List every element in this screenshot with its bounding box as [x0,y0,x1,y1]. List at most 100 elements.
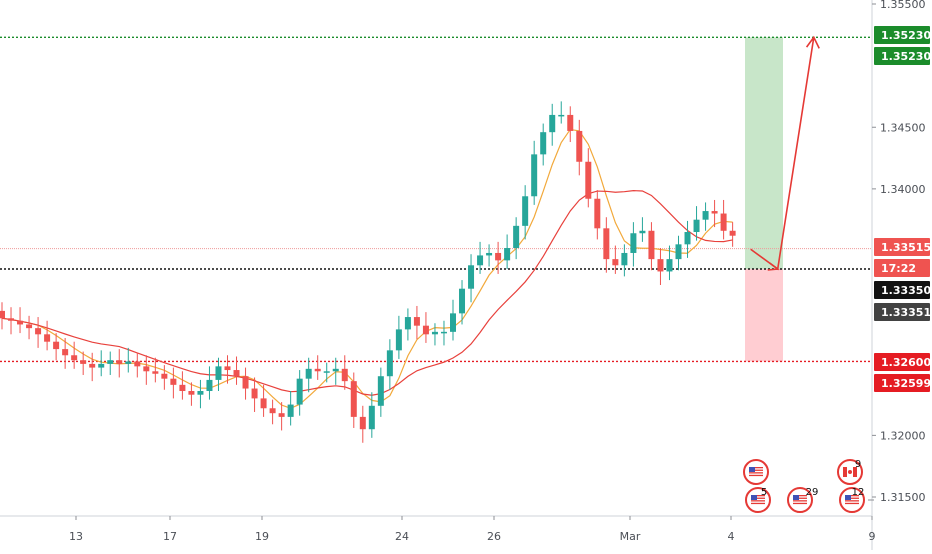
candle-body [395,329,402,351]
time-tick-label: 17 [163,530,177,543]
candle [323,362,330,383]
us-flag-stripe [751,502,765,505]
candle [450,299,456,341]
candle-body [224,366,231,371]
us-flag-stripe [751,500,765,502]
us-event-count: 5 [761,487,767,498]
flag-ring [787,487,813,513]
maple-leaf-icon [848,470,852,474]
target-price-label-alt: 1.35230 [874,47,931,65]
candle-body [152,371,159,374]
candle [359,405,366,443]
us-event-flag-icon[interactable] [743,459,769,485]
candle [26,315,33,340]
candle-body [305,368,312,379]
candle [332,357,339,385]
candle-body [702,211,709,220]
candle [125,347,132,373]
candle-body [594,198,601,229]
candle [107,351,114,375]
candle [0,302,5,330]
candle [431,323,438,346]
candle [305,357,312,393]
candle-body [431,331,438,335]
candle-body [486,252,493,256]
flag-ring [839,487,865,513]
candle [134,352,141,378]
candle-body [332,368,339,372]
candle [287,391,294,426]
candle [296,370,303,416]
candle-body [44,334,51,342]
candle-body [107,360,114,364]
candle [377,367,384,417]
candle [585,148,592,208]
candle-body [71,355,78,361]
target-price-label-text: 1.35230 [881,29,931,42]
candle [197,379,204,409]
candle [8,307,15,335]
us-flag-canton [845,495,851,500]
candle-body [522,196,529,226]
candle [260,384,267,417]
candle-body [134,361,141,367]
us-event-flag-icon[interactable] [839,487,865,513]
us-event-flag-icon[interactable] [787,487,813,513]
time-tick-label: 4 [728,530,735,543]
us-event-flag-icon[interactable] [745,487,771,513]
candle-body [720,213,727,231]
moving-averages [1,128,733,409]
candle [233,356,240,385]
target-price-label-alt-text: 1.35230 [881,50,931,63]
us-flag-stripe [751,495,765,497]
us-flag-stripe [793,502,807,505]
candle-body [558,114,565,117]
countdown-label-text: 17:22 [881,262,916,275]
candle-body [35,328,42,335]
candle [170,367,177,399]
candle-body [549,114,556,133]
target-price-label: 1.35230 [874,26,931,44]
entry-price-label: 1.33350 [874,281,931,299]
stop-price-label-text: 1.32600 [881,356,931,369]
candle [603,217,610,273]
candle-body [711,211,718,214]
candle [621,244,628,277]
candle-body [468,265,475,289]
candle [495,241,502,274]
candle-body [576,130,583,162]
candle [179,371,186,400]
candle [468,254,475,303]
entry-price-label-alt: 1.33351 [874,303,931,321]
candle [729,222,736,247]
candle-body [188,391,195,395]
candle-body [215,366,222,380]
candle-body [377,376,384,406]
candle [44,320,51,351]
candle [567,106,574,143]
time-tick-label: 26 [487,530,501,543]
candle-body [179,384,186,392]
candle [639,217,646,242]
candle-body [17,320,24,325]
candle [62,338,69,369]
us-event-count: 12 [852,487,865,498]
candle-body [26,324,33,329]
canada-event-flag-icon[interactable] [837,459,863,485]
candle [224,355,231,384]
canada-flag-right [853,467,857,477]
candles [0,101,736,443]
target-price-label-alt-box [874,47,930,65]
stop-price-label: 1.32600 [874,353,931,371]
candle-body [80,360,87,364]
candle-body [359,416,366,430]
candle-body [269,408,276,414]
candle-body [648,230,655,260]
current-price-label-text: 1.33515 [881,241,931,254]
stop-price-label-alt-text: 1.32599 [881,377,931,390]
us-flag-stripe [751,497,765,499]
projection-arrowhead-bottom [767,262,780,271]
candle [341,355,348,390]
